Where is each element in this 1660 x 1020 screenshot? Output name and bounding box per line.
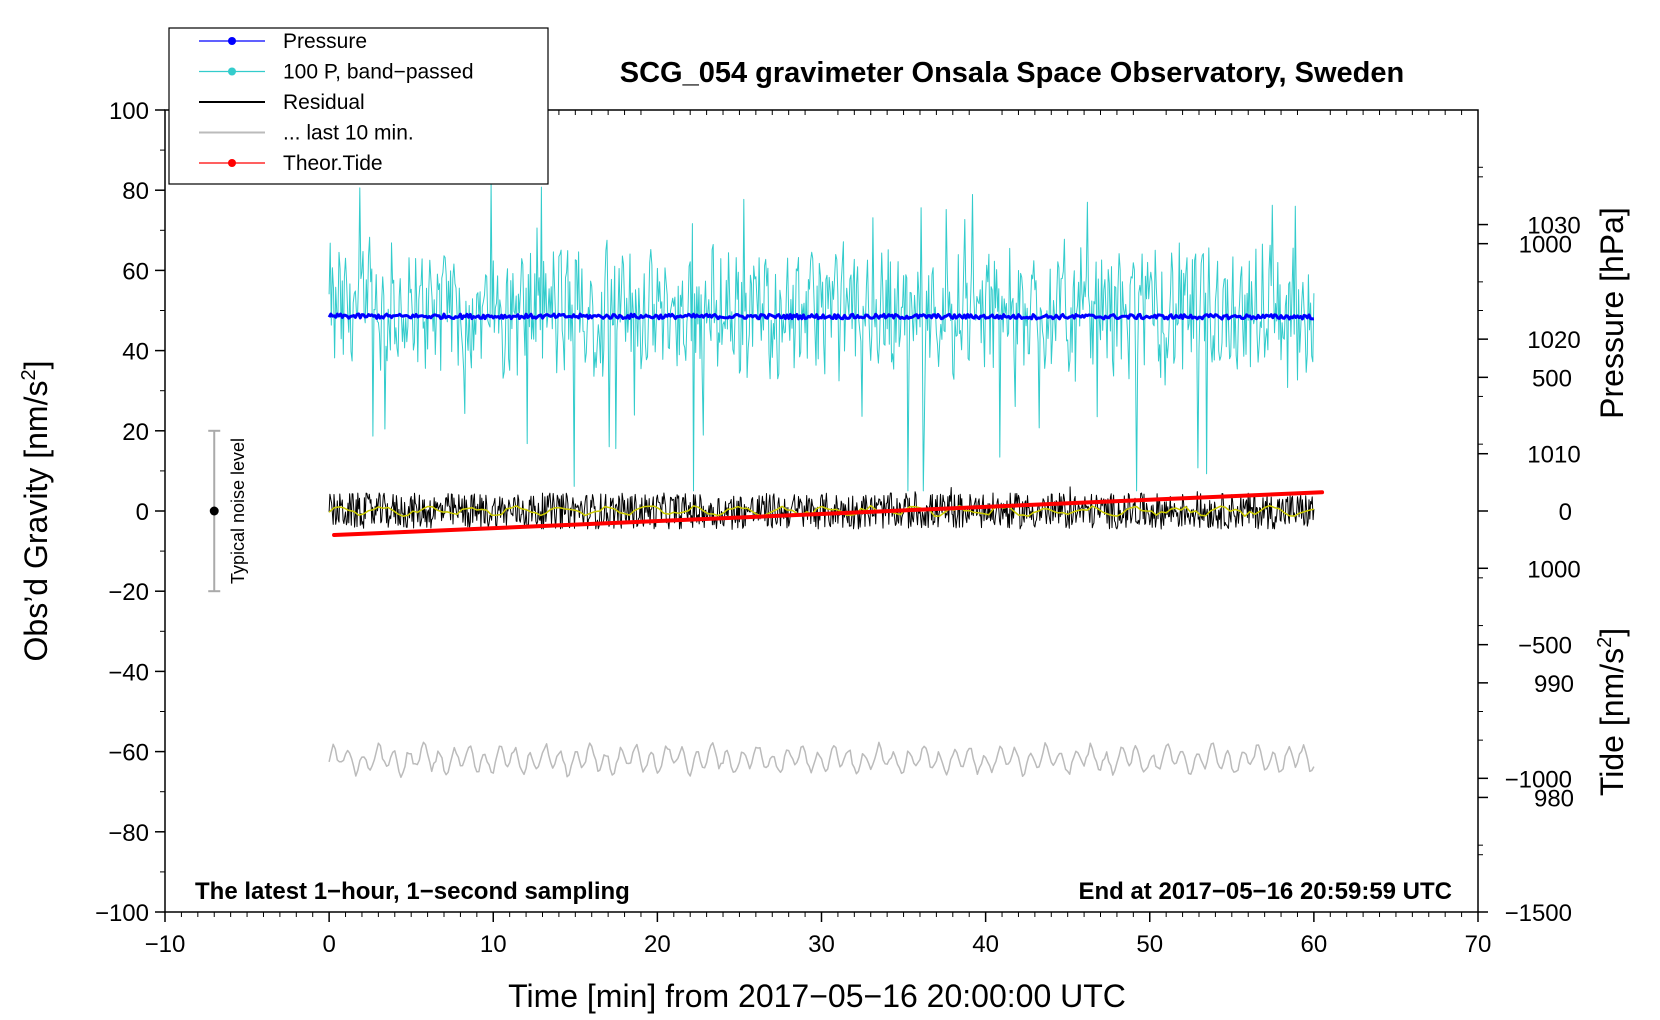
y-tick-label: −80 [108,820,149,847]
tide-tick-label: 1000 [1519,232,1572,259]
y-tick-label: −40 [108,659,149,686]
legend-marker [228,37,236,45]
axis-ticks: −10 0 10 20 30 40 50 60 70100806040200−20−40−60−… [95,98,1581,958]
noise-center-dot [209,506,219,516]
pressure-tick-label: 1010 [1527,442,1580,469]
legend-label: Pressure [283,30,367,53]
legend: Pressure 100 P, band−passed Residual ... la… [168,27,549,185]
legend-box [168,27,549,185]
y-axis-label-gravity: Obs’d Gravity [nm/s2] [18,361,54,662]
x-tick-label: 50 [1136,931,1163,958]
tide-tick-label: −500 [1518,633,1572,660]
x-tick-label: 30 [808,931,835,958]
y-tick-label: 100 [109,98,149,125]
residual-smoothed-line [328,504,1315,517]
y-tick-label: −60 [108,740,149,767]
tide-tick-label: 500 [1532,365,1572,392]
last-10-min-line [328,741,1315,779]
series-layer [327,181,1325,779]
residual-line [328,486,1315,530]
noise-label: Typical noise level [228,438,248,584]
y-tick-label: 60 [122,258,149,285]
legend-label: Theor.Tide [283,152,383,175]
tide-tick-label: −1000 [1505,766,1572,793]
pressure-tick-label: 1020 [1527,327,1580,354]
y-tick-label: −100 [95,900,149,927]
x-tick-label: 0 [322,931,335,958]
y-tick-label: 0 [136,499,149,526]
end-time-note: End at 2017−05−16 20:59:59 UTC [1078,878,1452,905]
bandpassed-line [328,181,1315,492]
x-tick-label: 10 [480,931,507,958]
y-axis-label-tide: Tide [nm/s2] [1594,628,1630,796]
y-tick-label: 20 [122,419,149,446]
svg-text:Tide [nm/s2]: Tide [nm/s2] [1594,628,1630,796]
x-tick-label: 60 [1301,931,1328,958]
legend-label: Residual [283,91,365,114]
legend-label: 100 P, band−passed [283,61,474,84]
tide-tick-label: 0 [1559,499,1572,526]
chart-title: SCG_054 gravimeter Onsala Space Observat… [620,57,1404,89]
y-axis-label-pressure: Pressure [hPa] [1594,207,1630,419]
tide-tick-label: −1500 [1505,900,1572,927]
pressure-tick-label: 1000 [1527,556,1580,583]
y-tick-label: 40 [122,339,149,366]
x-tick-label: 40 [972,931,999,958]
y-tick-label: −20 [108,579,149,606]
x-tick-label: −10 [145,931,186,958]
x-tick-label: 20 [644,931,671,958]
legend-marker [228,67,236,76]
legend-label: ... last 10 min. [283,122,414,145]
tide-line [332,490,1325,538]
pressure-line [327,312,1315,321]
sampling-note: The latest 1−hour, 1−second sampling [195,878,630,905]
pressure-tick-label: 980 [1534,785,1574,812]
x-axis-label: Time [min] from 2017−05−16 20:00:00 UTC [508,978,1126,1014]
y-tick-label: 80 [122,178,149,205]
legend-marker [228,159,236,167]
svg-text:Pressure [hPa]: Pressure [hPa] [1594,207,1630,419]
pressure-tick-label: 990 [1534,671,1574,698]
noise-indicator: Typical noise level [208,429,248,593]
pressure-tick-label: 1030 [1527,213,1580,240]
svg-text:Obs’d Gravity [nm/s2]: Obs’d Gravity [nm/s2] [18,361,54,662]
x-tick-label: 70 [1465,931,1492,958]
